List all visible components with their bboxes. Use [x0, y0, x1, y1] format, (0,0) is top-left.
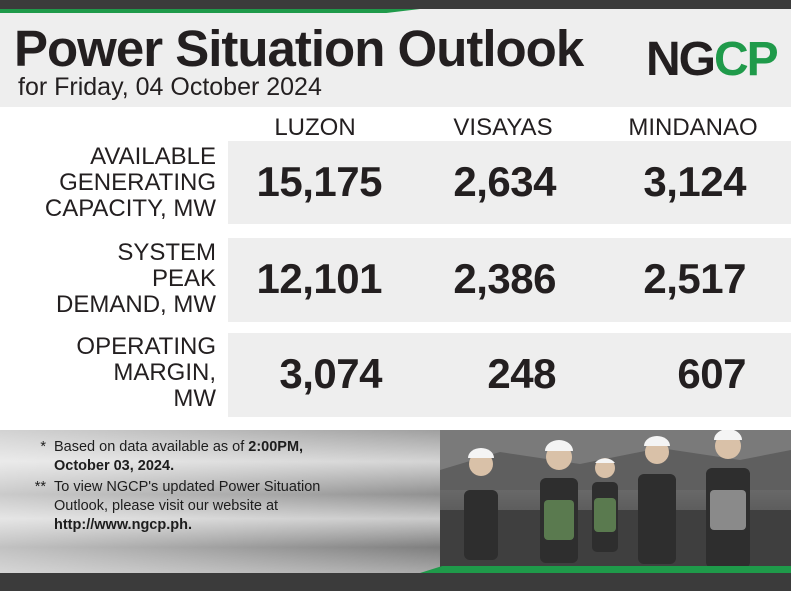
row-label-line: PEAK	[151, 265, 216, 292]
ngcp-logo-icon: NGCP	[646, 33, 778, 85]
website-link[interactable]: http://www.ngcp.ph.	[54, 517, 192, 533]
footnote-text: Based on data available as of	[54, 439, 249, 455]
footnote-mark: **	[34, 479, 46, 495]
row-label-line: DEMAND, MW	[56, 291, 216, 318]
row-label-line: SYSTEM	[117, 239, 216, 266]
bottom-strip	[0, 573, 791, 591]
row-band-operating-margin	[228, 333, 791, 417]
footnote-time: 2:00PM,	[248, 439, 304, 455]
page-subtitle: for Friday, 04 October 2024	[18, 73, 322, 101]
value-luzon-demand: 12,101	[256, 255, 383, 302]
row-band-available-capacity	[228, 141, 791, 224]
value-visayas-capacity: 2,634	[453, 158, 556, 205]
footer-water-background	[0, 430, 440, 573]
value-visayas-margin: 248	[487, 350, 556, 397]
footer: * Based on data available as of 2:00PM, O…	[0, 430, 791, 573]
row-band-peak-demand	[228, 238, 791, 322]
value-luzon-capacity: 15,175	[256, 158, 383, 205]
footnote-mark: *	[40, 439, 46, 455]
row-label-line: MW	[173, 385, 216, 412]
logo-text: NGCP	[646, 33, 778, 85]
footnote-website: ** To view NGCP's updated Power Situatio…	[28, 478, 358, 535]
row-label-line: CAPACITY, MW	[44, 195, 216, 222]
value-mindanao-demand: 2,517	[643, 255, 746, 302]
workers-photo-icon	[440, 430, 791, 573]
value-luzon-margin: 3,074	[279, 350, 382, 397]
row-label-line: OPERATING	[76, 333, 216, 360]
footnote-data-time: * Based on data available as of 2:00PM, O…	[28, 438, 358, 476]
top-accent-bar	[0, 9, 420, 13]
region-header-mindanao: MINDANAO	[628, 114, 758, 141]
row-label-available-capacity: AVAILABLE GENERATING CAPACITY, MW	[0, 144, 216, 222]
row-label-line: AVAILABLE	[90, 143, 216, 170]
page-title: Power Situation Outlook	[14, 20, 584, 77]
value-mindanao-capacity: 3,124	[643, 158, 746, 205]
footnote-date: October 03, 2024.	[54, 458, 175, 474]
bottom-accent-bar	[420, 566, 791, 573]
top-strip	[0, 0, 791, 9]
header: Power Situation Outlook for Friday, 04 O…	[0, 9, 791, 107]
region-header-visayas: VISAYAS	[453, 114, 553, 141]
row-label-operating-margin: OPERATING MARGIN, MW	[0, 334, 216, 412]
ngcp-logo: NGCP	[646, 31, 778, 85]
row-label-line: GENERATING	[59, 169, 216, 196]
footnotes: * Based on data available as of 2:00PM, O…	[28, 438, 358, 537]
footnote-text: To view NGCP's updated Power Situation O…	[54, 479, 321, 514]
value-visayas-demand: 2,386	[453, 255, 556, 302]
value-mindanao-margin: 607	[677, 350, 746, 397]
row-label-line: MARGIN,	[113, 359, 216, 386]
region-header-luzon: LUZON	[274, 114, 356, 141]
row-label-peak-demand: SYSTEM PEAK DEMAND, MW	[0, 240, 216, 318]
workers-photo	[440, 430, 791, 573]
